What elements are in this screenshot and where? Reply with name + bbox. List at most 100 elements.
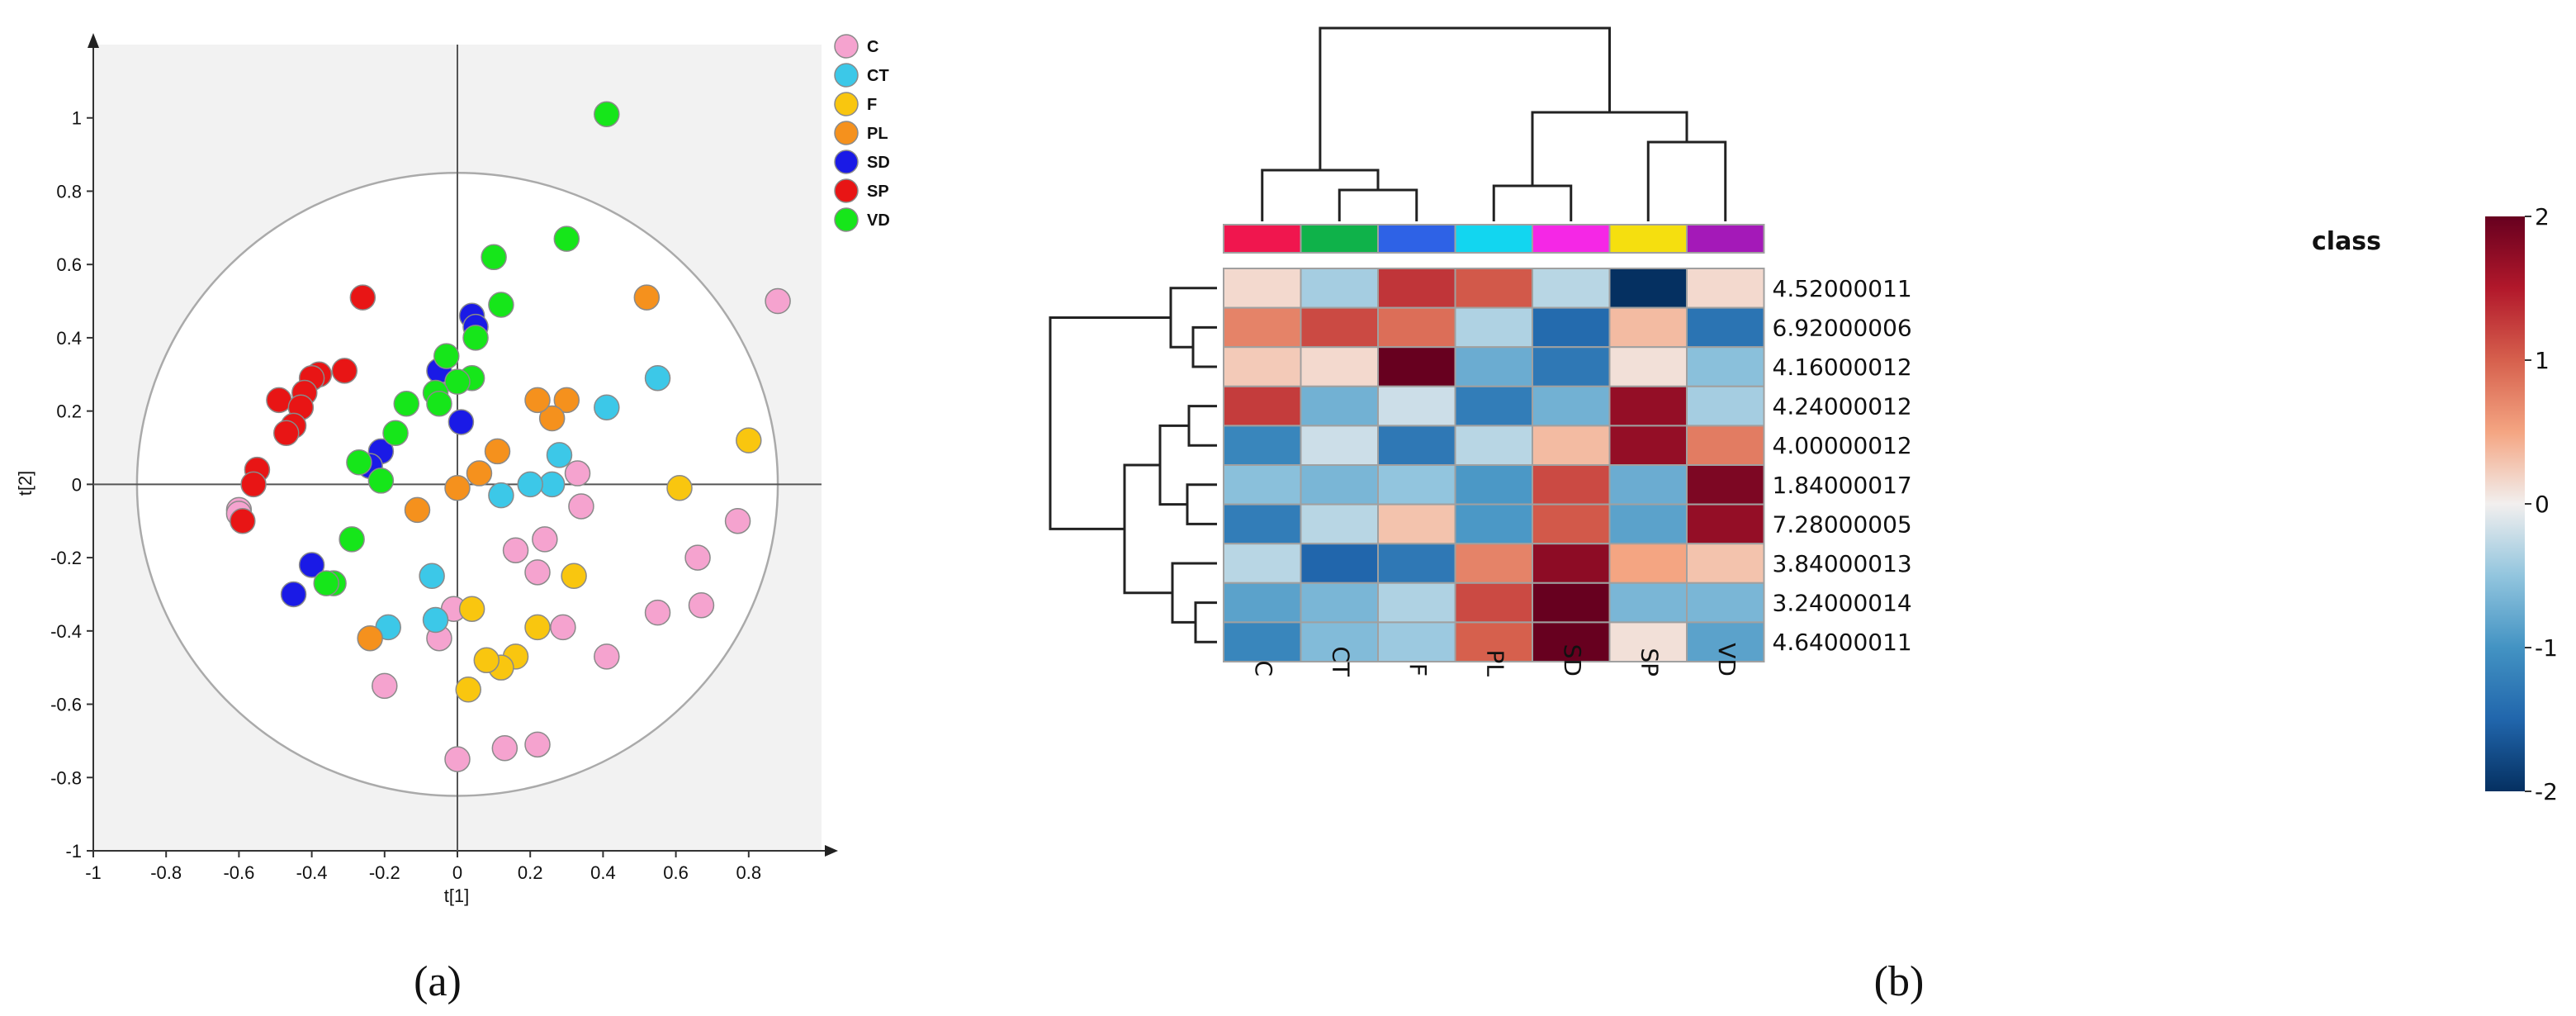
point-c [550,614,576,641]
heatmap-cell [1532,425,1611,467]
x-tick-label: -0.4 [296,862,328,883]
legend-label-sd: SD [867,154,890,172]
y-tick-label: -0.2 [50,548,82,568]
point-sd [447,409,475,435]
point-c [444,746,471,772]
heatmap-cell [1532,543,1611,584]
heatmap-cell [1223,425,1302,467]
row-label: 4.64000011 [1773,629,1912,656]
legend-marker-f [834,92,859,116]
point-c [491,735,519,762]
heatmap-cell [1608,306,1688,349]
scatter-points [225,101,791,772]
point-pl [524,387,551,414]
point-vd [488,292,514,318]
x-tick-label: 0.6 [663,862,689,883]
point-f [458,596,485,622]
x-tick-label: 0.2 [518,862,543,883]
class-swatch-c [1223,224,1302,254]
heatmap-cell [1223,543,1302,584]
heatmap-cell [1532,346,1611,387]
point-f [561,563,587,590]
heatmap-cell [1300,385,1379,427]
heatmap-cell [1532,621,1611,663]
heatmap-cell [1532,306,1611,349]
y-tick-label: 0.4 [56,328,82,349]
point-vd [594,101,620,128]
colorbar-tick-label: 1 [2535,347,2550,374]
dendro-branch-root [1319,26,1611,170]
point-f [455,677,481,703]
heatmap-cell [1686,385,1765,427]
class-swatch-sp [1608,224,1688,254]
column-label: C [1250,660,1277,677]
point-c [684,544,711,571]
heatmap-cell [1300,306,1379,349]
point-ct [422,606,449,634]
row-label: 3.84000013 [1773,550,1912,577]
row-dendrogram [1049,287,1217,643]
scatter-panel: -1 -0.8 -0.6 -0.4 -0.2 0 0.2 0.4 0.6 0.8 -1 -0.8 -0… [15,33,890,1005]
x-axis-label: t[1] [444,885,470,906]
row-label: 4.24000012 [1773,393,1912,420]
legend: C CT F PL SD SP VD [834,34,890,232]
point-ct [538,471,566,498]
class-label: class [2312,227,2381,256]
y-tick-label: -0.8 [50,767,82,788]
column-label: CT [1327,646,1354,677]
heatmap-cell [1608,346,1688,387]
heatmap-cell [1223,464,1302,506]
heatmap-cell [1608,425,1688,467]
legend-label-f: F [867,96,877,114]
legend-marker-sp [834,178,859,203]
legend-marker-sd [834,150,859,174]
heatmap-cell [1686,346,1765,387]
heatmap-cell [1686,425,1765,467]
heatmap-cell [1223,268,1302,309]
y-tick-label: 0.8 [56,181,82,202]
legend-marker-vd [834,207,859,232]
point-ct [517,471,543,498]
row-labels: 4.52000011 6.92000006 4.16000012 4.24000012… [1773,275,1912,656]
heatmap-cell [1377,268,1456,309]
point-vd [481,244,507,271]
point-vd [433,343,460,369]
heatmap-cell [1608,268,1688,309]
heatmap-cell [1686,503,1765,545]
x-tick-label: -0.8 [150,862,182,883]
heatmap-cell [1223,503,1302,545]
heatmap-cell [1686,306,1765,349]
row-label: 4.00000012 [1773,432,1912,459]
heatmap-cell [1454,346,1533,387]
x-tick-label: -0.2 [369,862,400,883]
heatmap-cell [1454,306,1533,349]
heatmap-cell [1377,621,1456,663]
heatmap-cell [1377,425,1456,467]
x-axis-arrow-icon [825,845,838,857]
point-ct [488,482,514,509]
y-tick-label: -1 [65,841,82,862]
row-label: 6.92000006 [1773,314,1912,341]
y-tick-label: -0.4 [50,621,82,642]
point-vd [367,468,395,494]
class-swatch-vd [1686,224,1765,254]
heatmap-cell [1377,306,1456,349]
heatmap-cell [1377,503,1456,545]
heatmap-cell [1300,621,1379,663]
point-vd [339,526,365,553]
heatmap-cell [1223,582,1302,624]
heatmap-cell [1300,268,1379,309]
heatmap-cell [1377,582,1456,624]
y-tick-label: 0 [72,474,82,495]
point-ct [546,442,573,468]
row-branch-8-9 [1194,601,1217,643]
colorbar-tick-label: 2 [2535,203,2550,230]
point-f [666,475,693,501]
point-c [524,731,551,758]
heatmap-cell [1223,306,1302,349]
y-tick-label: -0.6 [50,695,82,715]
column-label: SD [1559,644,1586,677]
point-c [524,559,551,586]
point-pl [484,438,511,465]
column-label: SP [1636,648,1663,677]
